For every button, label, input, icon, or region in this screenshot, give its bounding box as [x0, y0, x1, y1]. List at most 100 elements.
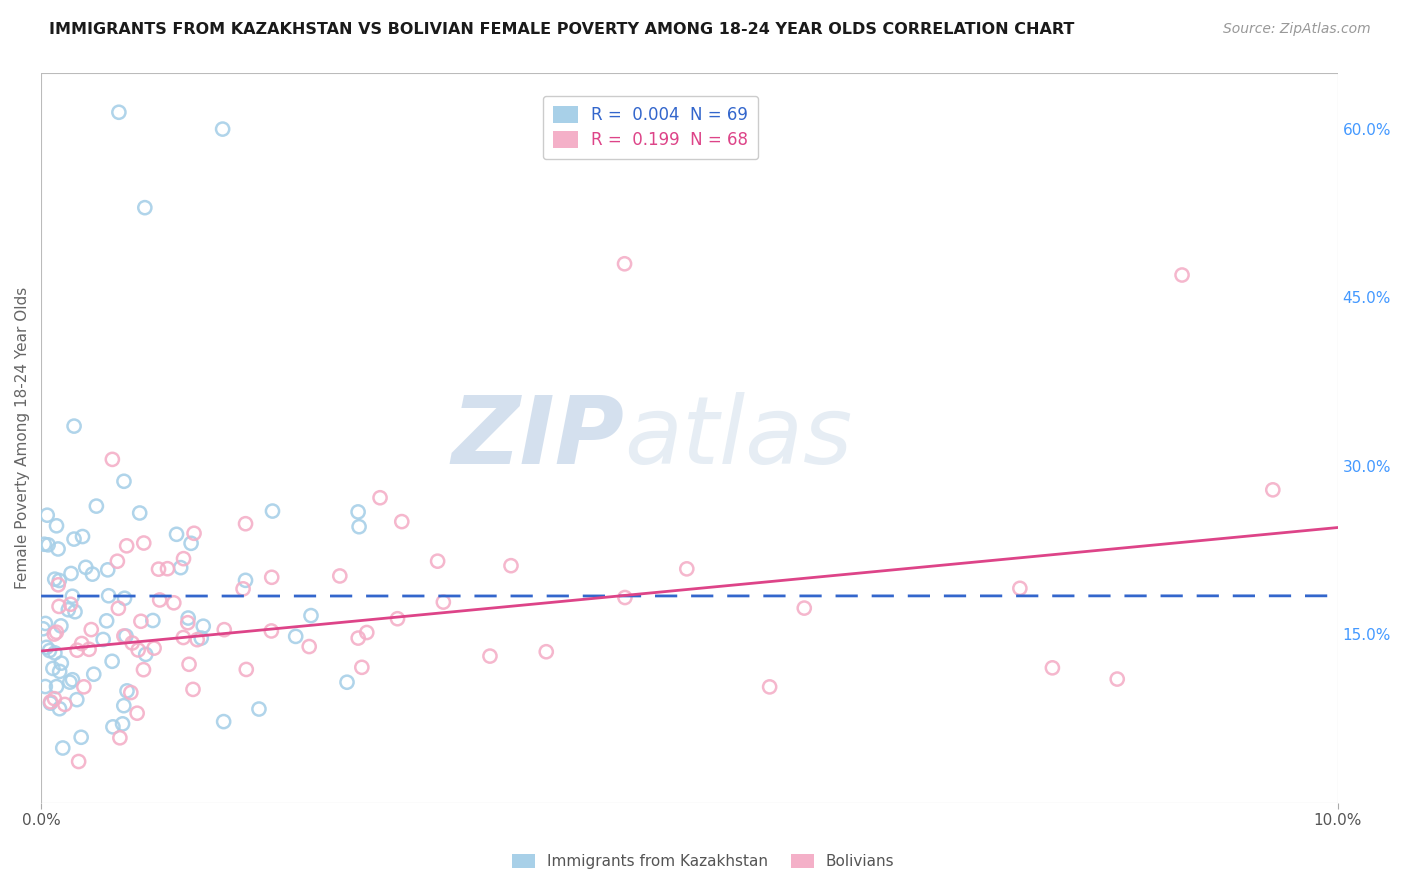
Point — [170, 560, 193, 574]
Point — [128, 506, 150, 520]
Point — [108, 105, 131, 120]
Point — [177, 657, 200, 672]
Point — [247, 702, 270, 716]
Point — [129, 615, 152, 629]
Point — [52, 741, 75, 756]
Point — [53, 698, 76, 712]
Legend: Immigrants from Kazakhstan, Bolivians: Immigrants from Kazakhstan, Bolivians — [506, 848, 900, 875]
Point — [127, 643, 149, 657]
Point — [83, 667, 105, 681]
Point — [45, 680, 67, 694]
Point — [1008, 582, 1031, 596]
Point — [298, 640, 321, 654]
Point — [212, 714, 235, 729]
Point — [260, 624, 283, 638]
Point — [32, 622, 55, 636]
Point — [190, 631, 212, 645]
Point — [120, 685, 142, 699]
Point — [387, 612, 409, 626]
Point — [80, 623, 103, 637]
Point — [115, 684, 138, 698]
Point — [186, 632, 208, 647]
Point — [66, 692, 89, 706]
Point — [37, 538, 59, 552]
Point — [613, 257, 636, 271]
Point — [177, 611, 200, 625]
Point — [299, 608, 322, 623]
Point — [45, 518, 67, 533]
Point — [115, 629, 138, 643]
Point — [105, 554, 128, 568]
Point — [1171, 268, 1194, 282]
Text: Source: ZipAtlas.com: Source: ZipAtlas.com — [1223, 22, 1371, 37]
Point — [63, 605, 86, 619]
Point — [758, 680, 780, 694]
Point — [63, 419, 86, 434]
Point — [1042, 661, 1064, 675]
Point — [350, 660, 373, 674]
Point — [478, 649, 501, 664]
Point — [135, 648, 157, 662]
Point — [42, 661, 65, 675]
Point — [48, 574, 70, 588]
Point — [262, 504, 284, 518]
Point — [336, 675, 359, 690]
Point — [37, 508, 59, 523]
Point — [180, 536, 202, 550]
Point — [613, 591, 636, 605]
Point — [391, 515, 413, 529]
Point — [70, 636, 93, 650]
Y-axis label: Female Poverty Among 18-24 Year Olds: Female Poverty Among 18-24 Year Olds — [15, 286, 30, 589]
Point — [35, 640, 58, 655]
Point — [127, 706, 149, 721]
Point — [58, 603, 80, 617]
Point — [134, 201, 156, 215]
Point — [356, 625, 378, 640]
Point — [1107, 672, 1129, 686]
Point — [48, 702, 70, 716]
Point — [132, 536, 155, 550]
Point — [48, 665, 70, 679]
Point — [96, 614, 118, 628]
Point — [112, 475, 135, 489]
Point — [235, 516, 257, 531]
Point — [347, 631, 370, 645]
Point — [235, 574, 257, 588]
Point — [142, 614, 165, 628]
Point — [91, 632, 114, 647]
Point — [60, 566, 83, 581]
Point — [163, 596, 186, 610]
Point — [101, 720, 124, 734]
Point — [112, 698, 135, 713]
Point — [368, 491, 391, 505]
Point — [44, 627, 66, 641]
Point — [44, 646, 66, 660]
Point — [1261, 483, 1284, 497]
Point — [51, 656, 73, 670]
Point — [111, 717, 134, 731]
Point — [75, 560, 97, 574]
Point — [45, 625, 67, 640]
Point — [44, 691, 66, 706]
Text: ZIP: ZIP — [451, 392, 624, 483]
Point — [34, 680, 56, 694]
Legend: R =  0.004  N = 69, R =  0.199  N = 68: R = 0.004 N = 69, R = 0.199 N = 68 — [543, 96, 758, 159]
Point — [108, 731, 131, 745]
Point — [143, 641, 166, 656]
Point — [59, 597, 82, 611]
Point — [166, 527, 188, 541]
Point — [499, 558, 522, 573]
Point — [49, 619, 72, 633]
Point — [329, 569, 352, 583]
Point — [177, 615, 200, 630]
Point — [112, 629, 135, 643]
Point — [72, 530, 94, 544]
Point — [38, 643, 60, 657]
Point — [212, 623, 235, 637]
Point — [48, 599, 70, 614]
Point — [101, 654, 124, 668]
Point — [260, 570, 283, 584]
Point — [97, 589, 120, 603]
Point — [101, 452, 124, 467]
Point — [426, 554, 449, 568]
